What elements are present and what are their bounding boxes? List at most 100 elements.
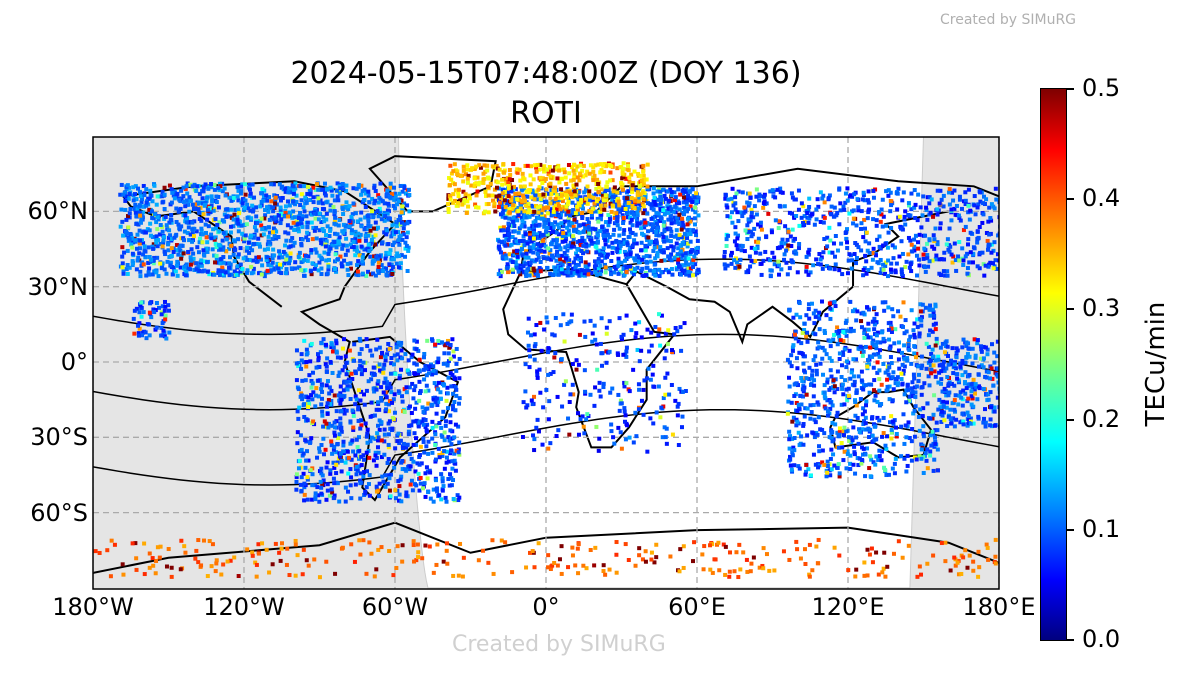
roti-point (968, 250, 973, 255)
roti-point (235, 264, 240, 269)
roti-point (598, 203, 603, 208)
roti-point (435, 489, 440, 494)
roti-point (562, 219, 567, 224)
roti-point (641, 163, 646, 168)
roti-point (354, 186, 359, 191)
roti-point (687, 189, 692, 194)
roti-point (752, 246, 757, 251)
roti-point (945, 237, 950, 242)
roti-point (245, 248, 250, 253)
roti-point (693, 210, 698, 215)
roti-point (730, 186, 735, 191)
roti-point (506, 185, 511, 190)
roti-point (524, 189, 529, 194)
roti-point (335, 257, 340, 262)
roti-point (197, 191, 202, 196)
roti-point (442, 383, 447, 388)
roti-point (859, 221, 864, 226)
roti-point (546, 246, 551, 251)
roti-point (151, 258, 156, 263)
roti-point (877, 209, 882, 214)
roti-point (532, 197, 537, 202)
roti-point (375, 381, 380, 386)
roti-point (933, 226, 938, 231)
roti-point (414, 362, 419, 367)
roti-point (644, 265, 649, 270)
roti-point (203, 202, 208, 207)
roti-point (722, 254, 727, 259)
roti-point (337, 235, 342, 240)
roti-point (140, 197, 145, 202)
roti-point (222, 219, 227, 224)
roti-point (221, 230, 226, 235)
roti-point (531, 230, 536, 235)
roti-point (453, 188, 458, 193)
roti-point (299, 352, 304, 357)
roti-point (779, 241, 784, 246)
roti-point (316, 378, 321, 383)
roti-point (162, 185, 167, 190)
roti-point (392, 222, 397, 227)
roti-point (845, 186, 850, 191)
roti-point (838, 208, 843, 213)
roti-point (611, 232, 616, 237)
roti-point (809, 212, 814, 217)
roti-point (583, 264, 588, 269)
roti-point (920, 213, 925, 218)
roti-point (204, 198, 209, 203)
roti-point (389, 262, 394, 267)
roti-point (602, 169, 607, 174)
roti-point (534, 165, 539, 170)
roti-point (669, 193, 674, 198)
roti-point (280, 195, 285, 200)
roti-point (643, 273, 648, 278)
roti-point (804, 269, 809, 274)
roti-point (607, 163, 612, 168)
roti-point (596, 197, 601, 202)
roti-point (692, 216, 697, 221)
roti-point (448, 428, 453, 433)
roti-point (630, 231, 635, 236)
roti-point (362, 470, 367, 475)
roti-point (804, 254, 809, 259)
roti-point (416, 424, 421, 429)
roti-point (271, 209, 276, 214)
roti-point (270, 260, 275, 265)
roti-point (616, 240, 621, 245)
roti-point (295, 441, 300, 446)
roti-point (450, 459, 455, 464)
roti-point (233, 207, 238, 212)
roti-point (433, 342, 438, 347)
roti-point (644, 177, 649, 182)
roti-point (679, 227, 684, 232)
roti-point (635, 265, 640, 270)
roti-point (374, 407, 379, 412)
roti-point (347, 204, 352, 209)
roti-point (734, 191, 739, 196)
roti-point (551, 238, 556, 243)
roti-point (650, 228, 655, 233)
roti-point (232, 259, 237, 264)
roti-point (518, 239, 523, 244)
roti-point (628, 215, 633, 220)
roti-point (371, 271, 376, 276)
roti-point (915, 246, 920, 251)
roti-point (456, 424, 461, 429)
roti-point (852, 192, 857, 197)
roti-point (302, 209, 307, 214)
roti-point (596, 256, 601, 261)
roti-point (134, 246, 139, 251)
roti-point (682, 268, 687, 273)
roti-point (387, 194, 392, 199)
roti-point (554, 245, 559, 250)
roti-point (852, 251, 857, 256)
roti-point (874, 218, 879, 223)
roti-point (450, 403, 455, 408)
roti-point (827, 250, 832, 255)
roti-point (585, 201, 590, 206)
roti-point (201, 185, 206, 190)
roti-point (820, 266, 825, 271)
roti-point (509, 242, 514, 247)
roti-point (392, 240, 397, 245)
roti-point (517, 167, 522, 172)
